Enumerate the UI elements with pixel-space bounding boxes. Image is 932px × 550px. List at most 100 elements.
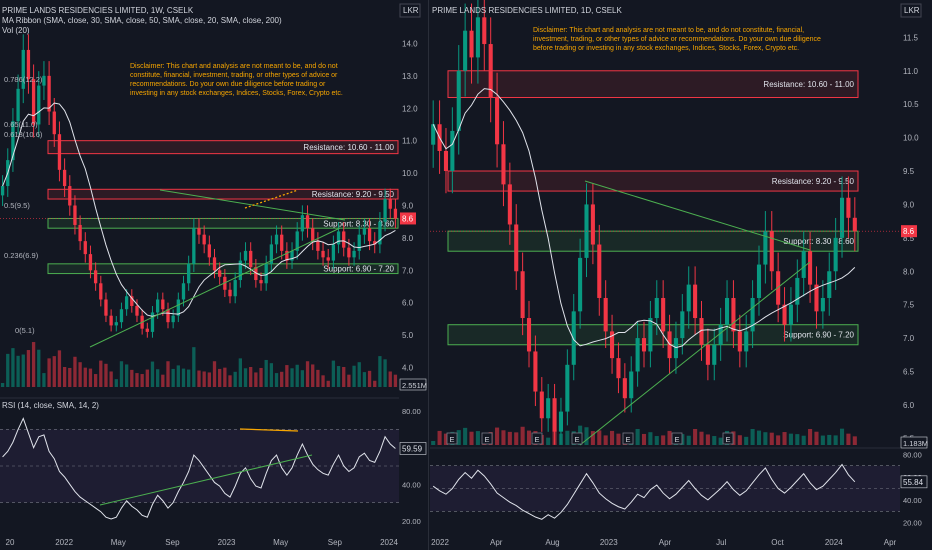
volume-bar <box>212 361 217 387</box>
candle-body <box>693 284 698 319</box>
earnings-marker <box>446 432 458 445</box>
volume-bar <box>565 430 570 445</box>
price-tick-label: 4.0 <box>402 364 414 373</box>
volume-bar <box>223 367 227 387</box>
candle-body <box>264 263 268 284</box>
volume-bar <box>78 362 82 387</box>
earnings-marker-label: E <box>574 435 579 444</box>
x-tick-label: 2024 <box>825 538 843 547</box>
candle-body <box>238 260 243 281</box>
volume-bar <box>833 435 838 445</box>
volume-bar <box>383 359 387 387</box>
volume-bar <box>187 369 191 387</box>
price-tick-label: 10.5 <box>903 100 919 109</box>
candle-body <box>274 234 279 245</box>
volume-bar <box>731 431 736 445</box>
volume-bar <box>814 431 819 445</box>
candle-body <box>228 289 232 297</box>
volume-bar <box>238 358 243 387</box>
volume-bar <box>202 371 206 387</box>
candle-body <box>610 331 615 359</box>
price-tick-label: 7.0 <box>903 334 915 343</box>
candle-body <box>259 280 263 284</box>
volume-bar <box>526 430 532 445</box>
candle-body <box>295 231 299 251</box>
volume-bar <box>119 361 124 387</box>
candle-body <box>212 257 217 271</box>
volume-bar <box>352 365 356 387</box>
volume-bar <box>155 369 160 387</box>
right-descending-trendline <box>584 180 811 251</box>
candle-body <box>833 237 838 272</box>
price-tick-label: 6.0 <box>903 401 915 410</box>
candle-body <box>443 150 449 172</box>
volume-bar <box>300 370 305 387</box>
candle-body <box>124 296 129 310</box>
earnings-marker <box>571 432 583 445</box>
volume-bar <box>274 373 279 387</box>
volume-bar <box>26 350 31 387</box>
volume-bar <box>388 371 392 387</box>
fib-level-label: 0.618(10.6) <box>4 130 43 139</box>
rsi-line <box>2 417 396 520</box>
volume-bar <box>52 356 56 387</box>
candle-body <box>31 79 36 125</box>
candle-body <box>93 270 98 284</box>
x-tick-label: 2024 <box>380 538 398 547</box>
candle-body <box>526 318 532 352</box>
price-tick-label: 14.0 <box>402 39 418 48</box>
rsi-tick-label: 20.00 <box>903 519 922 528</box>
rsi-label: RSI (14, close, SMA, 14, 2) <box>2 401 99 410</box>
candle-body <box>68 186 72 206</box>
price-tick-label: 8.0 <box>903 267 915 276</box>
candle-body <box>362 228 367 235</box>
volume-bar <box>507 431 512 445</box>
candle-body <box>744 331 749 352</box>
rsi-line <box>432 463 856 520</box>
volume-bar <box>254 372 258 387</box>
candle-body <box>78 224 82 242</box>
volume-bar <box>197 370 201 387</box>
price-tick-label: 8.0 <box>402 234 414 243</box>
candle-body <box>176 299 180 316</box>
volume-bar <box>342 367 346 387</box>
rsi-divergence-line <box>239 428 299 432</box>
volume-bar <box>207 372 211 387</box>
last-price-value: 8.6 <box>903 227 915 236</box>
price-tick-label: 5.0 <box>402 331 414 340</box>
disclaimer-right-text-line: before trading or investing in any stock… <box>533 45 799 52</box>
fib-level-label: 0.236(6.9) <box>4 251 39 260</box>
moving-average-line <box>432 88 856 349</box>
price-tick-label: 7.5 <box>903 301 915 310</box>
candle-body <box>769 231 774 272</box>
price-tick-label: 11.0 <box>402 137 418 146</box>
candle-body <box>450 130 455 172</box>
volume-bar <box>218 368 222 387</box>
candle-body <box>546 398 551 419</box>
candle-body <box>300 215 305 232</box>
volume-bar <box>584 427 589 445</box>
price-tick-label: 11.0 <box>903 67 919 76</box>
volume-bar <box>744 436 749 445</box>
candle-body <box>373 241 377 245</box>
rsi-tick-label: 20.00 <box>402 517 421 526</box>
price-tick-label: 10.0 <box>903 134 919 143</box>
volume-bar <box>495 427 500 445</box>
candle-body <box>42 75 46 86</box>
candle-body <box>316 241 320 251</box>
candle-body <box>808 251 813 285</box>
candle-body <box>83 241 87 255</box>
volume-bar <box>130 369 134 387</box>
candle-body <box>357 234 361 251</box>
volume-bar <box>68 367 72 387</box>
disclaimer-text-line: recommendations. Do your own due diligen… <box>130 81 326 88</box>
candle-body <box>533 351 538 392</box>
price-tick-label: 8.5 <box>903 234 915 243</box>
volume-label: Vol (20) <box>2 26 30 35</box>
volume-bar <box>801 435 806 445</box>
volume-bar <box>357 362 361 387</box>
volume-bar <box>737 435 742 445</box>
candle-body <box>616 358 621 379</box>
candle-body <box>578 257 583 312</box>
